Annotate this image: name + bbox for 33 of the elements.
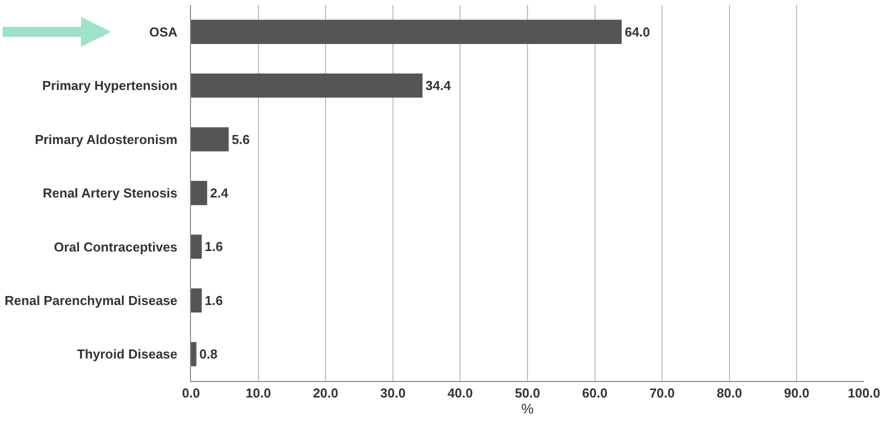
x-tick-label: 10.0	[246, 386, 271, 401]
data-label: 64.0	[624, 24, 650, 40]
x-tick-label: 100.0	[848, 386, 880, 401]
x-tick-label: 90.0	[784, 386, 810, 401]
x-axis-title: %	[521, 400, 534, 417]
y-tick-label: Primary Hypertension	[42, 78, 178, 94]
bar	[191, 288, 202, 313]
y-tick-label: Oral Contraceptives	[54, 239, 178, 254]
data-label: 34.4	[426, 78, 452, 94]
x-tick-label: 20.0	[312, 386, 338, 401]
data-label: 5.6	[232, 132, 250, 147]
data-label: 2.4	[210, 186, 229, 200]
bar	[191, 73, 423, 98]
bar	[191, 127, 229, 152]
x-tick-label: 70.0	[649, 386, 675, 401]
bar	[191, 342, 196, 366]
x-tick-label: 30.0	[380, 386, 406, 401]
bar	[191, 180, 208, 206]
y-tick-label: Renal Artery Stenosis	[42, 186, 178, 201]
data-label: 1.6	[204, 292, 223, 308]
x-tick-label: 0.0	[182, 386, 200, 401]
bar	[191, 20, 622, 44]
x-tick-label: 50.0	[514, 386, 540, 401]
x-tick-label: 80.0	[716, 386, 742, 401]
x-tick-label: 40.0	[448, 386, 473, 401]
x-tick-label: 60.0	[582, 386, 608, 401]
y-tick-label: OSA	[149, 24, 178, 40]
y-tick-label: Thyroid Disease	[76, 346, 178, 362]
y-tick-label: Renal Parenchymal Disease	[4, 292, 178, 308]
y-tick-label: Primary Aldosteronism	[34, 132, 178, 147]
bar	[191, 234, 202, 259]
data-label: 0.8	[199, 346, 218, 362]
data-label: 1.6	[204, 239, 223, 254]
